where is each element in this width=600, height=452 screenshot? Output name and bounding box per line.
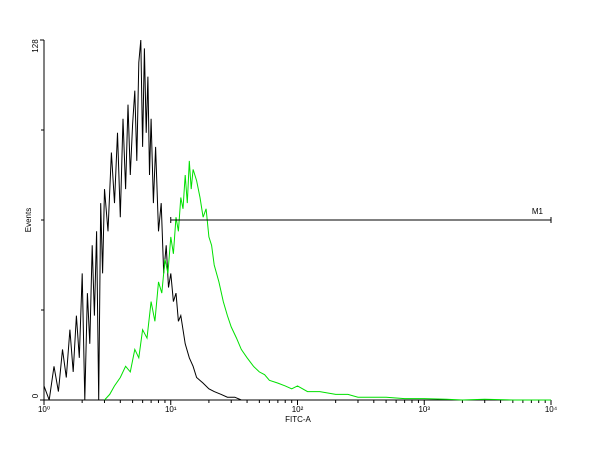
- y-tick-label: 0: [31, 393, 40, 398]
- x-tick-label: 10³: [418, 405, 430, 414]
- histogram-line: [43, 39, 248, 401]
- x-tick-label: 10⁰: [38, 405, 50, 414]
- x-tick-label: 10⁴: [545, 405, 558, 414]
- x-axis-label: FITC-A: [285, 415, 311, 424]
- x-tick-label: 10¹: [165, 405, 177, 414]
- y-tick-label: 128: [31, 39, 40, 53]
- y-axis-label: Events: [24, 208, 33, 232]
- x-tick-label: 10²: [292, 405, 304, 414]
- marker-label: M1: [532, 207, 544, 216]
- histogram-line: [104, 160, 551, 401]
